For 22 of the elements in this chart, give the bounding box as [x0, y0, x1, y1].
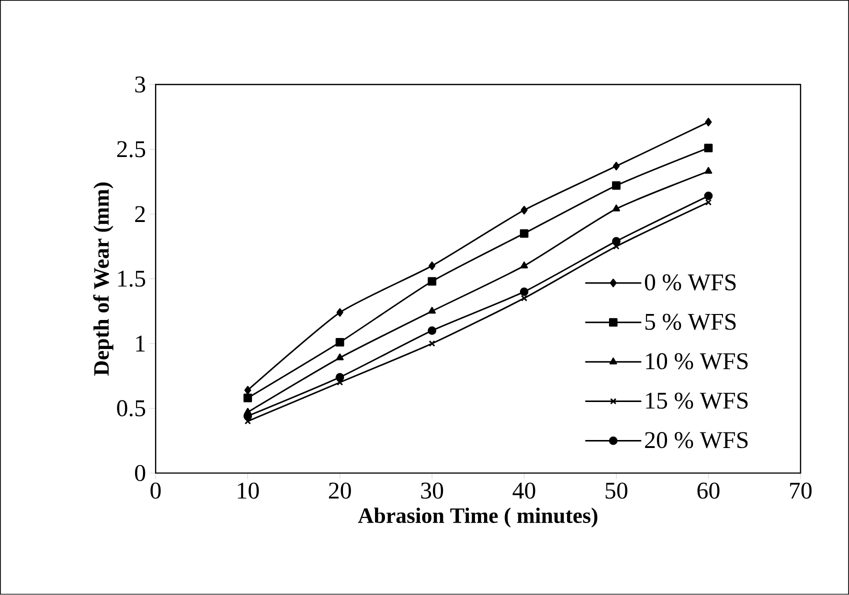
y-tick-label: 2	[135, 206, 145, 222]
x-tick-label: 60	[697, 482, 720, 499]
x-tick-label: 0	[150, 482, 161, 499]
x-axis-title: Abrasion Time ( minutes)	[358, 508, 598, 528]
y-axis-title: Depth of Wear (mm)	[93, 182, 114, 376]
legend-label: 20 % WFS	[645, 432, 748, 448]
y-tick-label: 1.5	[118, 270, 146, 288]
y-tick-label: 0.5	[117, 400, 146, 417]
x-tick-label: 70	[790, 482, 812, 499]
y-tick-label: 1	[136, 336, 145, 352]
y-tick-label: 0	[135, 465, 146, 482]
x-tick-label: 40	[512, 482, 536, 499]
legend-label: 5 % WFS	[645, 314, 736, 330]
legend-label: 10 % WFS	[646, 353, 748, 370]
x-tick-label: 50	[606, 482, 628, 499]
legend-label: 15 % WFS	[646, 392, 748, 410]
y-tick-label: 3	[135, 76, 146, 93]
legend-label: 0 % WFS	[644, 274, 736, 291]
x-tick-label: 20	[328, 482, 351, 499]
x-tick-label: 10	[238, 482, 259, 499]
x-tick-label: 30	[421, 482, 444, 499]
y-tick-label: 2.5	[117, 141, 146, 158]
